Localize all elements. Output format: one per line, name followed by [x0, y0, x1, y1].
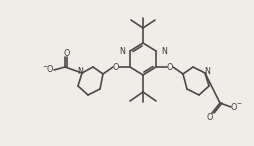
Text: O: O [47, 66, 53, 74]
Text: −: − [235, 100, 241, 106]
Text: O: O [112, 62, 119, 72]
Text: N: N [77, 67, 83, 77]
Text: N: N [203, 67, 209, 77]
Text: −: − [42, 64, 47, 68]
Text: N: N [160, 46, 166, 55]
Text: O: O [64, 48, 70, 58]
Text: O: O [230, 102, 236, 112]
Text: O: O [206, 113, 212, 122]
Text: N: N [119, 46, 124, 55]
Text: O: O [166, 62, 172, 72]
